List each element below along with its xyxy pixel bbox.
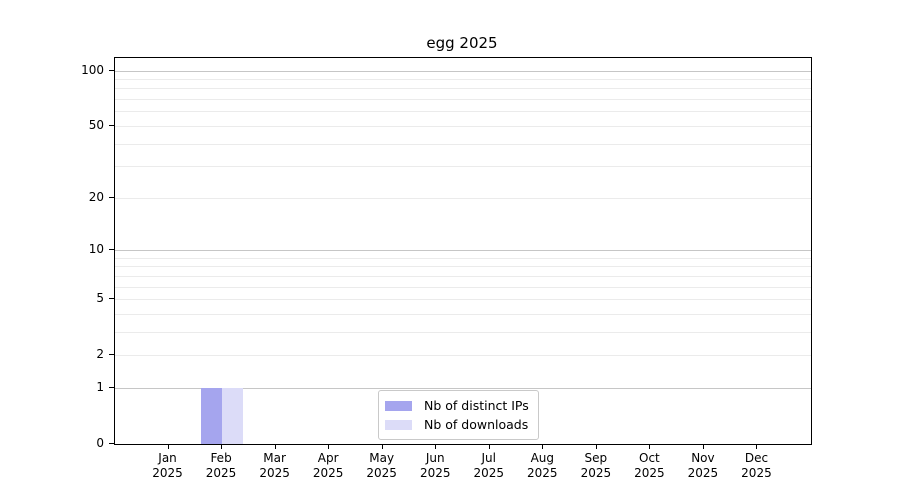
x-tick-month: Jan <box>158 451 177 465</box>
x-tick-mark <box>595 444 597 449</box>
x-tick-mark <box>381 444 383 449</box>
x-tick-mark <box>221 444 223 449</box>
x-tick-month: May <box>369 451 395 465</box>
y-tick-label: 2 <box>96 347 104 362</box>
x-tick-mark <box>702 444 704 449</box>
legend-label-downloads: Nb of downloads <box>424 417 529 432</box>
x-tick-month: Aug <box>530 451 555 465</box>
chart-title: egg 2025 <box>426 34 498 52</box>
x-tick-month: Oct <box>639 451 660 465</box>
x-tick-month: Jul <box>481 451 496 465</box>
gridline-minor <box>115 266 811 268</box>
y-tick-mark <box>109 248 114 250</box>
x-tick-mark <box>328 444 330 449</box>
plot-area <box>114 57 812 445</box>
legend-label-distinct-ips: Nb of distinct IPs <box>424 398 529 413</box>
gridline-major <box>115 387 811 389</box>
x-tick-year: 2025 <box>419 466 451 480</box>
x-tick-month: Jun <box>425 451 445 465</box>
x-tick-mark <box>167 444 169 449</box>
gridline-minor <box>115 257 811 259</box>
x-tick-mark <box>274 444 276 449</box>
gridline-minor <box>115 275 811 277</box>
x-tick-label: Apr 2025 <box>301 451 355 481</box>
x-tick-label: Jan 2025 <box>141 451 195 481</box>
y-tick-label: 50 <box>88 117 104 132</box>
x-tick-year: 2025 <box>152 466 183 480</box>
x-tick-label: Sep 2025 <box>569 451 623 481</box>
x-tick-label: Nov 2025 <box>676 451 730 481</box>
y-tick-label: 5 <box>96 291 104 306</box>
x-tick-year: 2025 <box>205 466 237 480</box>
x-tick-label: Jun 2025 <box>408 451 462 481</box>
gridline-minor <box>115 286 811 288</box>
x-tick-label: Mar 2025 <box>248 451 302 481</box>
x-tick-month: Nov <box>691 451 715 465</box>
x-tick-mark <box>649 444 651 449</box>
gridline-minor <box>115 99 811 101</box>
y-tick-mark <box>109 298 114 300</box>
legend: Nb of distinct IPs Nb of downloads <box>378 390 539 440</box>
x-tick-month: Apr <box>317 451 339 465</box>
y-tick-label: 10 <box>88 241 104 256</box>
gridline-major <box>115 70 811 72</box>
bar-feb-series-0 <box>200 387 223 444</box>
x-tick-label: Feb 2025 <box>194 451 248 481</box>
gridline-minor <box>115 313 811 315</box>
x-tick-label: Jul 2025 <box>462 451 516 481</box>
plot-canvas <box>115 58 811 444</box>
legend-item-downloads: Nb of downloads <box>385 415 529 434</box>
y-tick-mark <box>109 354 114 356</box>
x-tick-mark <box>756 444 758 449</box>
y-tick-label: 20 <box>88 189 104 204</box>
x-tick-month: Sep <box>584 451 608 465</box>
x-tick-year: 2025 <box>527 466 558 480</box>
bar-feb-series-1 <box>222 387 244 444</box>
gridline-minor <box>115 331 811 333</box>
legend-swatch-downloads-icon <box>385 419 412 430</box>
gridline-minor <box>115 166 811 168</box>
x-tick-year: 2025 <box>312 466 344 480</box>
x-tick-label: Oct 2025 <box>622 451 676 481</box>
gridline-minor <box>115 88 811 90</box>
x-tick-label: May 2025 <box>355 451 409 481</box>
x-tick-year: 2025 <box>580 466 612 480</box>
y-tick-mark <box>109 196 114 198</box>
x-tick-month: Mar <box>263 451 286 465</box>
gridline-minor <box>115 143 811 145</box>
gridline-minor <box>115 111 811 113</box>
y-tick-mark <box>109 386 114 388</box>
y-tick-mark <box>109 69 114 71</box>
gridline-minor <box>115 125 811 127</box>
y-tick-mark <box>109 124 114 126</box>
gridline-minor <box>115 79 811 81</box>
y-tick-mark <box>109 443 114 444</box>
x-tick-year: 2025 <box>634 466 665 480</box>
gridline-minor <box>115 299 811 301</box>
y-tick-label: 100 <box>81 62 104 77</box>
x-tick-label: Dec 2025 <box>729 451 783 481</box>
gridline-minor <box>115 355 811 357</box>
x-tick-year: 2025 <box>741 466 772 480</box>
x-tick-year: 2025 <box>473 466 505 480</box>
x-tick-month: Dec <box>744 451 769 465</box>
gridline-major <box>115 249 811 251</box>
x-tick-year: 2025 <box>366 466 397 480</box>
x-tick-year: 2025 <box>687 466 719 480</box>
x-tick-month: Feb <box>210 451 232 465</box>
x-tick-mark <box>542 444 544 449</box>
x-tick-year: 2025 <box>259 466 290 480</box>
legend-item-distinct-ips: Nb of distinct IPs <box>385 396 529 415</box>
x-tick-mark <box>488 444 490 449</box>
x-tick-mark <box>435 444 437 449</box>
y-tick-label: 0 <box>96 436 104 450</box>
x-tick-label: Aug 2025 <box>515 451 569 481</box>
gridline-minor <box>115 197 811 199</box>
y-tick-label: 1 <box>96 379 104 394</box>
legend-swatch-distinct-ips-icon <box>385 400 412 411</box>
